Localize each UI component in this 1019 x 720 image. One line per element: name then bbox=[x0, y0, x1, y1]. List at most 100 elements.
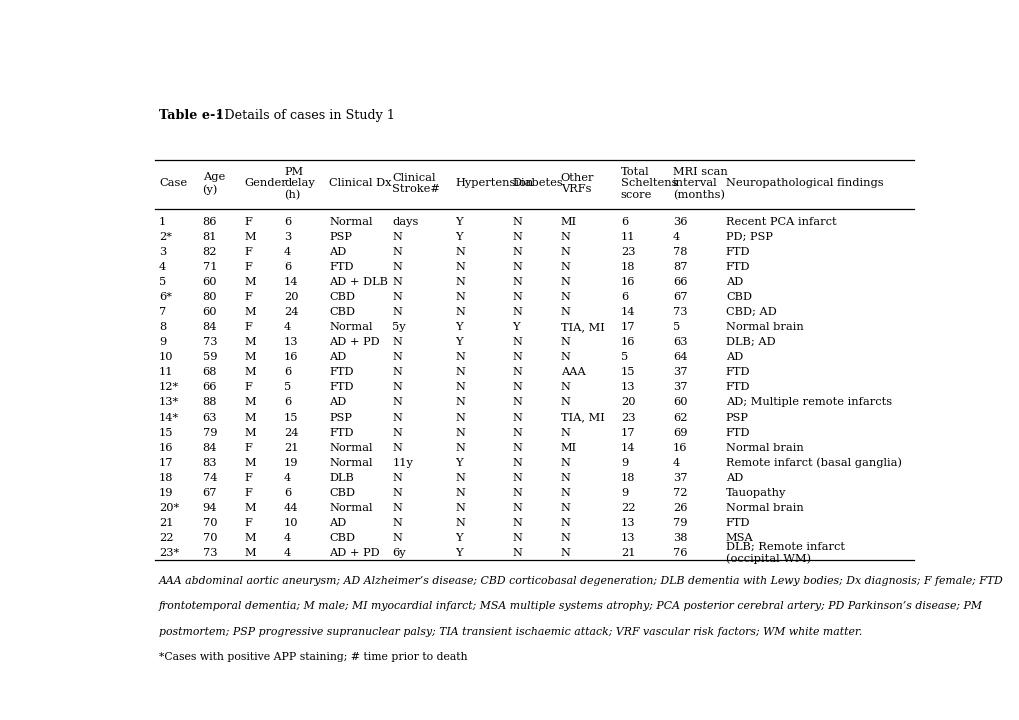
Text: : Details of cases in Study 1: : Details of cases in Study 1 bbox=[216, 109, 394, 122]
Text: 73: 73 bbox=[203, 337, 217, 347]
Text: 15: 15 bbox=[621, 367, 635, 377]
Text: M: M bbox=[245, 428, 256, 438]
Text: PD; PSP: PD; PSP bbox=[726, 232, 772, 242]
Text: N: N bbox=[392, 262, 401, 272]
Text: 20*: 20* bbox=[159, 503, 179, 513]
Text: 84: 84 bbox=[203, 443, 217, 453]
Text: 6: 6 bbox=[283, 367, 291, 377]
Text: N: N bbox=[512, 367, 522, 377]
Text: N: N bbox=[560, 382, 570, 392]
Text: 1: 1 bbox=[159, 217, 166, 227]
Text: MI: MI bbox=[560, 217, 577, 227]
Text: 84: 84 bbox=[203, 323, 217, 332]
Text: CBD: CBD bbox=[726, 292, 751, 302]
Text: 21: 21 bbox=[159, 518, 173, 528]
Text: 73: 73 bbox=[673, 307, 687, 318]
Text: CBD; AD: CBD; AD bbox=[726, 307, 775, 318]
Text: 20: 20 bbox=[621, 397, 635, 408]
Text: Diabetes: Diabetes bbox=[512, 179, 562, 189]
Text: N: N bbox=[455, 247, 465, 257]
Text: 24: 24 bbox=[283, 428, 299, 438]
Text: M: M bbox=[245, 397, 256, 408]
Text: Other
VRFs: Other VRFs bbox=[560, 173, 594, 194]
Text: Normal brain: Normal brain bbox=[726, 443, 803, 453]
Text: 15: 15 bbox=[283, 413, 299, 423]
Text: N: N bbox=[512, 428, 522, 438]
Text: 6: 6 bbox=[621, 217, 628, 227]
Text: 70: 70 bbox=[203, 518, 217, 528]
Text: 15: 15 bbox=[159, 428, 173, 438]
Text: 10: 10 bbox=[283, 518, 299, 528]
Text: Y: Y bbox=[512, 323, 520, 332]
Text: F: F bbox=[245, 443, 252, 453]
Text: N: N bbox=[560, 487, 570, 498]
Text: 17: 17 bbox=[621, 323, 635, 332]
Text: 13: 13 bbox=[621, 382, 635, 392]
Text: N: N bbox=[512, 277, 522, 287]
Text: N: N bbox=[455, 397, 465, 408]
Text: 63: 63 bbox=[673, 337, 687, 347]
Text: PSP: PSP bbox=[329, 413, 352, 423]
Text: 4: 4 bbox=[283, 473, 291, 482]
Text: FTD: FTD bbox=[329, 367, 354, 377]
Text: 7: 7 bbox=[159, 307, 166, 318]
Text: 3: 3 bbox=[283, 232, 291, 242]
Text: 94: 94 bbox=[203, 503, 217, 513]
Text: N: N bbox=[392, 337, 401, 347]
Text: M: M bbox=[245, 277, 256, 287]
Text: Normal brain: Normal brain bbox=[726, 503, 803, 513]
Text: N: N bbox=[560, 473, 570, 482]
Text: Clinical
Stroke#: Clinical Stroke# bbox=[392, 173, 440, 194]
Text: Tauopathy: Tauopathy bbox=[726, 487, 786, 498]
Text: 37: 37 bbox=[673, 382, 687, 392]
Text: N: N bbox=[512, 292, 522, 302]
Text: 21: 21 bbox=[283, 443, 299, 453]
Text: N: N bbox=[560, 397, 570, 408]
Text: 67: 67 bbox=[673, 292, 687, 302]
Text: F: F bbox=[245, 518, 252, 528]
Text: N: N bbox=[512, 443, 522, 453]
Text: 23: 23 bbox=[621, 247, 635, 257]
Text: N: N bbox=[512, 503, 522, 513]
Text: N: N bbox=[512, 232, 522, 242]
Text: 88: 88 bbox=[203, 397, 217, 408]
Text: N: N bbox=[455, 307, 465, 318]
Text: 60: 60 bbox=[673, 397, 687, 408]
Text: PM
delay
(h): PM delay (h) bbox=[283, 166, 315, 200]
Text: 26: 26 bbox=[673, 503, 687, 513]
Text: 71: 71 bbox=[203, 262, 217, 272]
Text: 11: 11 bbox=[159, 367, 173, 377]
Text: 4: 4 bbox=[673, 458, 680, 468]
Text: 86: 86 bbox=[203, 217, 217, 227]
Text: 60: 60 bbox=[203, 307, 217, 318]
Text: FTD: FTD bbox=[726, 428, 750, 438]
Text: N: N bbox=[392, 397, 401, 408]
Text: 38: 38 bbox=[673, 533, 687, 543]
Text: 14: 14 bbox=[283, 277, 299, 287]
Text: FTD: FTD bbox=[329, 428, 354, 438]
Text: AAA: AAA bbox=[560, 367, 585, 377]
Text: N: N bbox=[455, 382, 465, 392]
Text: 87: 87 bbox=[673, 262, 687, 272]
Text: N: N bbox=[512, 382, 522, 392]
Text: 23: 23 bbox=[621, 413, 635, 423]
Text: N: N bbox=[392, 247, 401, 257]
Text: TIA, MI: TIA, MI bbox=[560, 323, 604, 332]
Text: FTD: FTD bbox=[726, 367, 750, 377]
Text: PSP: PSP bbox=[726, 413, 748, 423]
Text: N: N bbox=[512, 217, 522, 227]
Text: DLB; AD: DLB; AD bbox=[726, 337, 774, 347]
Text: postmortem; PSP progressive supranuclear palsy; TIA transient ischaemic attack; : postmortem; PSP progressive supranuclear… bbox=[159, 627, 862, 637]
Text: 2*: 2* bbox=[159, 232, 172, 242]
Text: 13: 13 bbox=[283, 337, 299, 347]
Text: 82: 82 bbox=[203, 247, 217, 257]
Text: 64: 64 bbox=[673, 352, 687, 362]
Text: F: F bbox=[245, 473, 252, 482]
Text: 72: 72 bbox=[673, 487, 687, 498]
Text: N: N bbox=[560, 503, 570, 513]
Text: Y: Y bbox=[455, 458, 463, 468]
Text: Normal: Normal bbox=[329, 458, 372, 468]
Text: AD: AD bbox=[329, 247, 346, 257]
Text: N: N bbox=[392, 232, 401, 242]
Text: 6*: 6* bbox=[159, 292, 172, 302]
